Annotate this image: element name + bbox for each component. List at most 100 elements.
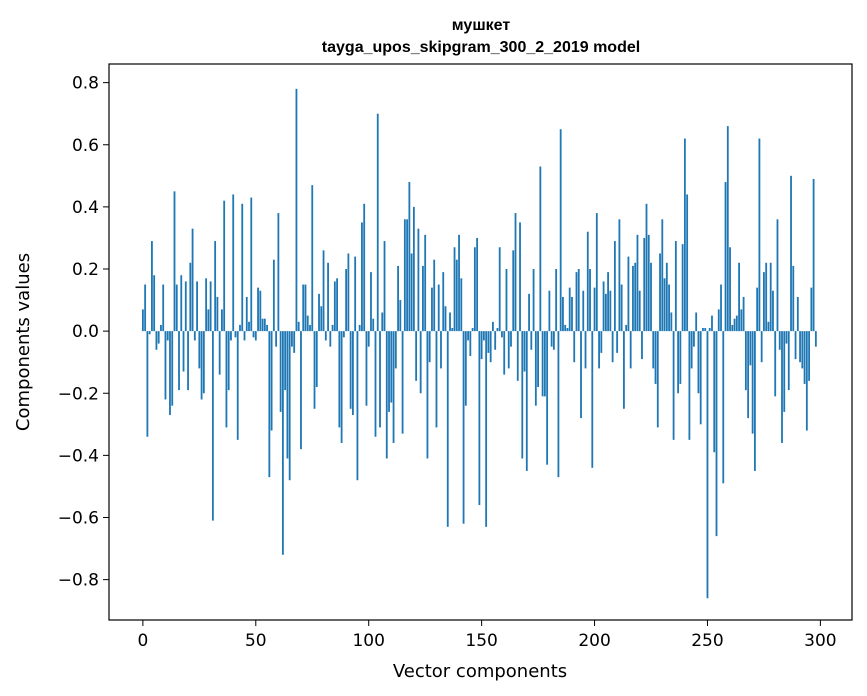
bar [785,331,788,344]
bar [322,250,325,332]
bar [632,265,634,332]
bar [144,284,147,332]
bar [180,275,183,332]
bar [342,331,345,338]
bar [331,324,334,332]
bar [166,331,169,341]
bar [422,265,424,332]
bar [171,331,174,406]
bar [641,331,643,360]
y-axis-ticks: −0.8 −0.6 −0.4 −0.2 0.0 0.2 0.4 0.6 0.8 [58,74,109,591]
bar [419,331,422,394]
bar [263,318,266,332]
bar [193,331,196,341]
bar [778,331,781,350]
bar [480,331,483,360]
bar [591,331,594,468]
bar [799,331,801,363]
bar [720,284,722,332]
bar [711,315,713,332]
bar [268,331,271,478]
bar [444,306,447,332]
bar [291,331,293,347]
bar [453,247,456,332]
bar [620,284,623,332]
bar [747,331,750,419]
bar [593,287,596,332]
bar [487,331,490,353]
x-tick-label: 100 [352,631,384,651]
bar [638,290,641,332]
bar [814,331,817,347]
bar [742,296,745,332]
bar [234,331,237,338]
bar [530,331,533,350]
bar [374,331,377,437]
bar [774,331,777,397]
bar [548,290,551,332]
bar [388,331,390,412]
bar [329,331,332,347]
bar [783,331,786,412]
bar [306,315,309,332]
bar [758,138,761,332]
bar [239,324,241,332]
x-tick-label: 0 [137,631,148,651]
bar [510,331,512,347]
bar [634,262,637,332]
bar [652,331,655,369]
bar [532,269,535,332]
bar [627,256,630,332]
bar [333,281,336,332]
bar [629,331,632,369]
bar [473,247,476,332]
bar [787,331,790,391]
bar [349,331,352,409]
bar [724,182,727,332]
bar [433,259,436,332]
bar [494,331,497,350]
y-tick-label: 0.0 [72,322,99,342]
bar [731,324,734,332]
bar [148,331,151,335]
bar [670,312,673,332]
bar [546,331,549,465]
bar [352,331,354,415]
bar [645,203,648,332]
bar [279,331,282,412]
bar [243,331,246,341]
bar [207,309,210,332]
bar [464,331,467,406]
bar [598,331,600,369]
bar [555,269,558,332]
bar [401,331,404,434]
bar [521,331,524,459]
bar [763,272,765,332]
bar [392,331,395,443]
bar [178,331,180,391]
y-tick-label: 0.4 [72,198,99,218]
bar [284,331,287,391]
bar [735,315,738,332]
y-axis-label: Components values [13,253,34,431]
bar [726,126,729,332]
bar [370,272,372,332]
bar [566,328,569,332]
bar [541,331,544,397]
bar [647,234,650,332]
bar [446,331,449,527]
bar [153,275,156,332]
bar [625,324,628,332]
bar [661,219,664,332]
bar [397,265,399,332]
bar [537,331,539,388]
bar [695,312,698,332]
bar [241,203,244,332]
bar [390,331,393,403]
bar [794,331,797,360]
bar [575,272,578,332]
bar [525,331,528,471]
bar [613,241,616,332]
bar [381,312,384,332]
